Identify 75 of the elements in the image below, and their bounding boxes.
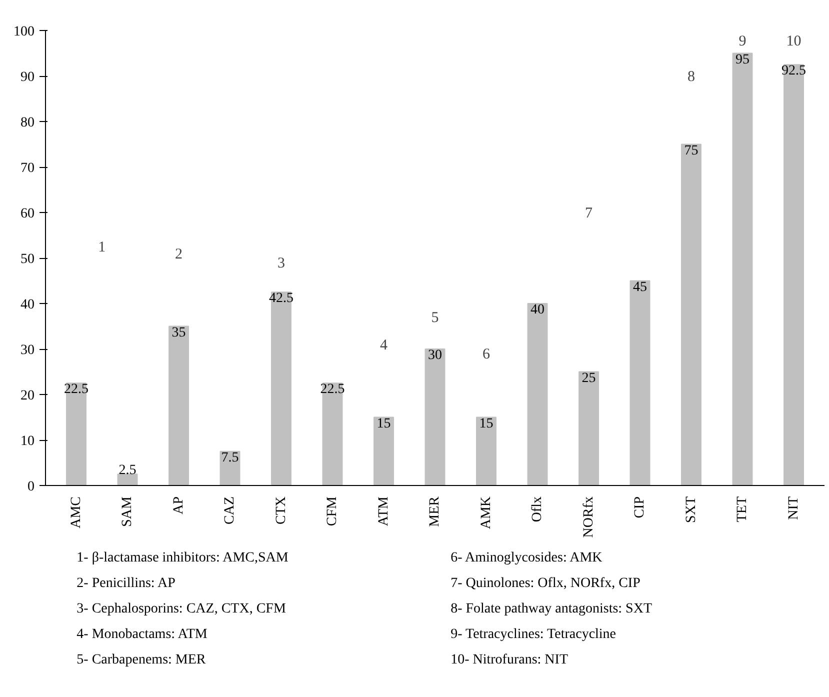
- x-tick-label: CIP: [632, 496, 648, 518]
- text: 5- Carbapenems: MER: [76, 652, 206, 668]
- text: 2- Penicillins: AP: [76, 576, 176, 592]
- annotation: 8: [688, 69, 695, 85]
- bar: [681, 144, 702, 486]
- text: 3- Cephalosporins: CAZ, CTX, CFM: [76, 602, 286, 617]
- y-tick-label: 80: [20, 116, 34, 130]
- x-tick-label: TET: [735, 496, 750, 522]
- y-tick-label: 20: [20, 388, 34, 404]
- bar: [578, 371, 599, 486]
- data-label: 75: [684, 143, 698, 158]
- data-label: 45: [633, 280, 647, 295]
- data-label: 22.5: [64, 382, 88, 398]
- data-label: 30: [428, 348, 442, 363]
- bar: [322, 382, 343, 486]
- y-tick-label: 30: [20, 343, 34, 358]
- annotation: 7: [585, 206, 593, 222]
- y-tick-label: 0: [28, 480, 34, 494]
- y-tick-label: 10: [20, 434, 34, 449]
- x-tick-label: NIT: [786, 496, 802, 520]
- annotation: 9: [738, 34, 746, 50]
- data-label: 92.5: [782, 64, 806, 79]
- text: 4- Monobactams: ATM: [76, 627, 208, 642]
- text: 6- Aminoglycosides: AMK: [450, 550, 602, 566]
- data-label: 40: [530, 302, 544, 318]
- annotation: 3: [278, 256, 285, 272]
- data-label: 95: [736, 52, 750, 68]
- annotation: 4: [380, 337, 388, 354]
- text: 8- Folate pathway antagonists: SXT: [450, 602, 652, 617]
- x-tick-label: CFM: [325, 496, 340, 526]
- text: 1- β-lactamase inhibitors: AMC,SAM: [76, 550, 289, 566]
- bar: [527, 303, 548, 486]
- data-label: 15: [479, 416, 494, 432]
- y-tick-label: 90: [20, 70, 34, 85]
- y-tick-label: 70: [20, 161, 34, 176]
- annotation: 5: [431, 310, 439, 326]
- annotation: 6: [482, 346, 490, 363]
- x-tick-label: Oflx: [530, 496, 545, 522]
- y-tick-label: 40: [20, 298, 34, 312]
- data-label: 7.5: [221, 450, 239, 466]
- text: 9- Tetracyclines: Tetracycline: [450, 627, 616, 642]
- data-label: 25: [582, 370, 596, 386]
- x-tick-label: CAZ: [222, 496, 238, 524]
- data-label: 42.5: [269, 291, 294, 306]
- data-label: 35: [172, 325, 186, 340]
- y-tick-label: 60: [20, 206, 34, 222]
- data-label: 2.5: [118, 463, 136, 478]
- bar: [271, 292, 292, 486]
- bar: [374, 416, 394, 486]
- bar: [784, 64, 804, 486]
- bar: [66, 382, 86, 486]
- text: 10- Nitrofurans: NIT: [450, 652, 568, 668]
- data-label: 22.5: [320, 382, 345, 398]
- bar: [168, 326, 189, 486]
- x-tick-label: AMC: [68, 496, 84, 528]
- text: 7- Quinolones: Oflx, NORfx, CIP: [450, 576, 641, 592]
- y-tick-label: 100: [14, 24, 34, 40]
- annotation: 1: [98, 240, 106, 256]
- y-tick-label: 50: [20, 252, 34, 267]
- x-tick-label: AMK: [478, 496, 494, 530]
- bar: [117, 474, 138, 486]
- x-tick-label: SXT: [684, 496, 699, 523]
- bar: [424, 348, 446, 486]
- x-tick-label: SAM: [120, 496, 135, 527]
- x-tick-label: AP: [171, 496, 186, 514]
- x-tick-label: ATM: [376, 496, 392, 526]
- data-label: 15: [376, 416, 391, 432]
- bar: [630, 280, 650, 486]
- annotation: 2: [175, 246, 182, 262]
- x-tick-label: MER: [428, 496, 442, 527]
- x-tick-label: CTX: [274, 496, 289, 524]
- annotation: 10: [786, 34, 802, 50]
- x-tick-label: NORfx: [581, 496, 596, 538]
- bar: [732, 52, 753, 486]
- bar: [476, 416, 496, 486]
